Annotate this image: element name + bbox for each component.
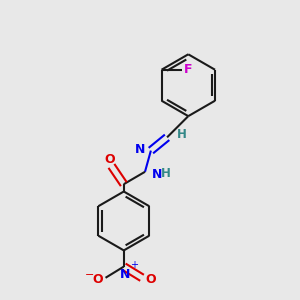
- Text: O: O: [104, 153, 115, 166]
- Text: F: F: [184, 63, 193, 76]
- Text: N: N: [135, 142, 146, 156]
- Text: N: N: [152, 168, 162, 181]
- Text: N: N: [120, 268, 130, 281]
- Text: H: H: [176, 128, 186, 142]
- Text: +: +: [130, 260, 138, 270]
- Text: O: O: [145, 273, 156, 286]
- Text: H: H: [161, 167, 171, 180]
- Text: −: −: [85, 270, 94, 280]
- Text: O: O: [92, 273, 103, 286]
